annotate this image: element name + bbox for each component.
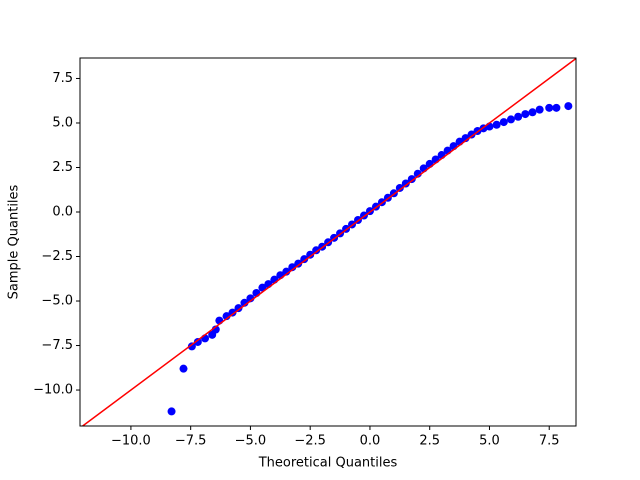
- point: [467, 130, 476, 139]
- point: [552, 103, 561, 112]
- point: [294, 259, 303, 268]
- x-tick-label: −5.0: [235, 434, 267, 449]
- y-tick-label: 7.5: [52, 71, 73, 86]
- point: [167, 407, 176, 416]
- point: [506, 115, 515, 124]
- point: [258, 283, 267, 292]
- y-tick-label: −5.0: [41, 294, 73, 309]
- y-tick-label: 5.0: [52, 115, 73, 130]
- point: [228, 308, 237, 317]
- x-tick-label: −10.0: [111, 434, 151, 449]
- x-tick-label: −2.5: [294, 434, 326, 449]
- point: [312, 246, 321, 255]
- point: [492, 120, 501, 129]
- x-tick-label: 2.5: [419, 434, 440, 449]
- y-tick-label: −10.0: [33, 383, 73, 398]
- point: [545, 103, 554, 112]
- point: [395, 183, 404, 192]
- point: [300, 255, 309, 264]
- point: [528, 108, 537, 117]
- y-axis-label: Sample Quantiles: [7, 184, 22, 299]
- y-tick-label: 2.5: [52, 160, 73, 175]
- x-tick-label: 7.5: [539, 434, 560, 449]
- y-tick-label: 0.0: [52, 205, 73, 220]
- point: [179, 364, 188, 373]
- point: [521, 110, 530, 119]
- reference-line: [82, 57, 577, 427]
- point: [407, 175, 416, 184]
- y-tick-label: −2.5: [41, 249, 73, 264]
- x-tick-label: 5.0: [479, 434, 500, 449]
- x-tick-label: 0.0: [360, 434, 381, 449]
- point: [187, 342, 196, 351]
- point: [401, 179, 410, 188]
- point: [499, 118, 508, 127]
- plot-frame: [79, 57, 577, 427]
- x-tick-label: −7.5: [175, 434, 207, 449]
- point: [193, 337, 202, 346]
- y-tick-label: −7.5: [41, 338, 73, 353]
- point: [535, 105, 544, 114]
- point: [564, 102, 573, 111]
- x-axis-label: Theoretical Quantiles: [258, 456, 398, 471]
- point: [306, 250, 315, 259]
- point: [514, 112, 523, 121]
- point: [234, 304, 243, 313]
